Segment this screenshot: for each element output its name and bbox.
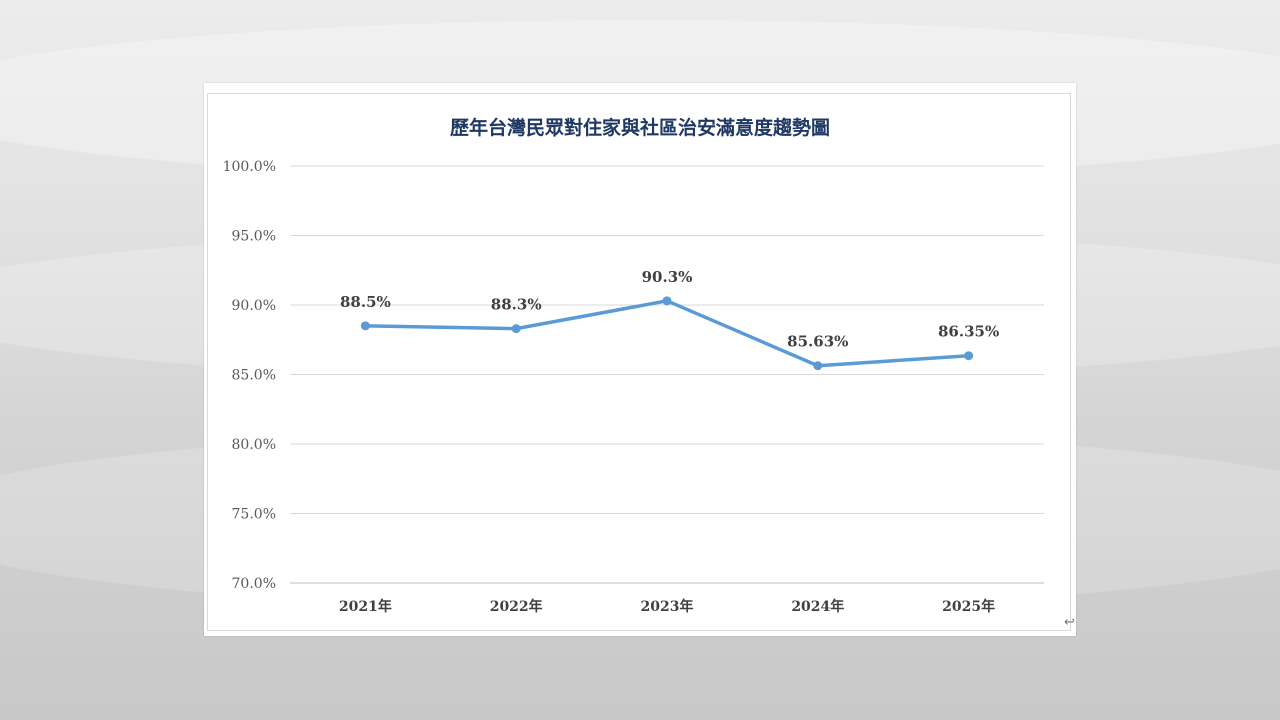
y-axis-ticks: 100.0% 95.0% 90.0% 85.0% 80.0% 75.0% 70.0% xyxy=(223,159,276,592)
data-label: 85.63% xyxy=(787,333,848,351)
x-tick-label: 2023年 xyxy=(641,598,694,615)
y-tick-label: 75.0% xyxy=(232,507,276,523)
series-line xyxy=(363,299,971,368)
data-label: 86.35% xyxy=(938,323,999,341)
y-tick-label: 80.0% xyxy=(232,437,276,453)
x-tick-label: 2021年 xyxy=(339,598,392,615)
y-tick-label: 90.0% xyxy=(232,298,276,314)
x-tick-label: 2022年 xyxy=(490,598,543,615)
data-point xyxy=(813,361,823,371)
data-label: 88.3% xyxy=(491,296,542,314)
data-label: 90.3% xyxy=(642,268,693,286)
line-chart: 歷年台灣民眾對住家與社區治安滿意度趨勢圖 100.0% 95.0% 90.0% 85.… xyxy=(223,116,1044,615)
series-line-group xyxy=(360,296,974,371)
x-tick-label: 2025年 xyxy=(942,598,995,615)
chart-title: 歷年台灣民眾對住家與社區治安滿意度趨勢圖 xyxy=(450,116,830,139)
chart-card: 歷年台灣民眾對住家與社區治安滿意度趨勢圖 100.0% 95.0% 90.0% 85.… xyxy=(204,83,1076,636)
data-point xyxy=(662,296,672,306)
gridlines xyxy=(290,165,1044,584)
y-tick-label: 100.0% xyxy=(223,159,276,175)
data-point xyxy=(511,324,521,334)
data-label: 88.5% xyxy=(340,293,391,311)
y-tick-label: 70.0% xyxy=(232,576,276,592)
y-tick-label: 95.0% xyxy=(232,229,276,245)
data-point xyxy=(360,321,370,331)
x-tick-label: 2024年 xyxy=(791,598,844,615)
data-point xyxy=(964,351,974,361)
data-labels: 88.5% 88.3% 90.3% 85.63% 86.35% xyxy=(340,268,999,351)
x-axis-ticks: 2021年 2022年 2023年 2024年 2025年 xyxy=(339,598,995,615)
y-tick-label: 85.0% xyxy=(232,368,276,384)
chart-area-border xyxy=(207,93,1071,631)
return-arrow-icon: ↩ xyxy=(1064,615,1075,630)
